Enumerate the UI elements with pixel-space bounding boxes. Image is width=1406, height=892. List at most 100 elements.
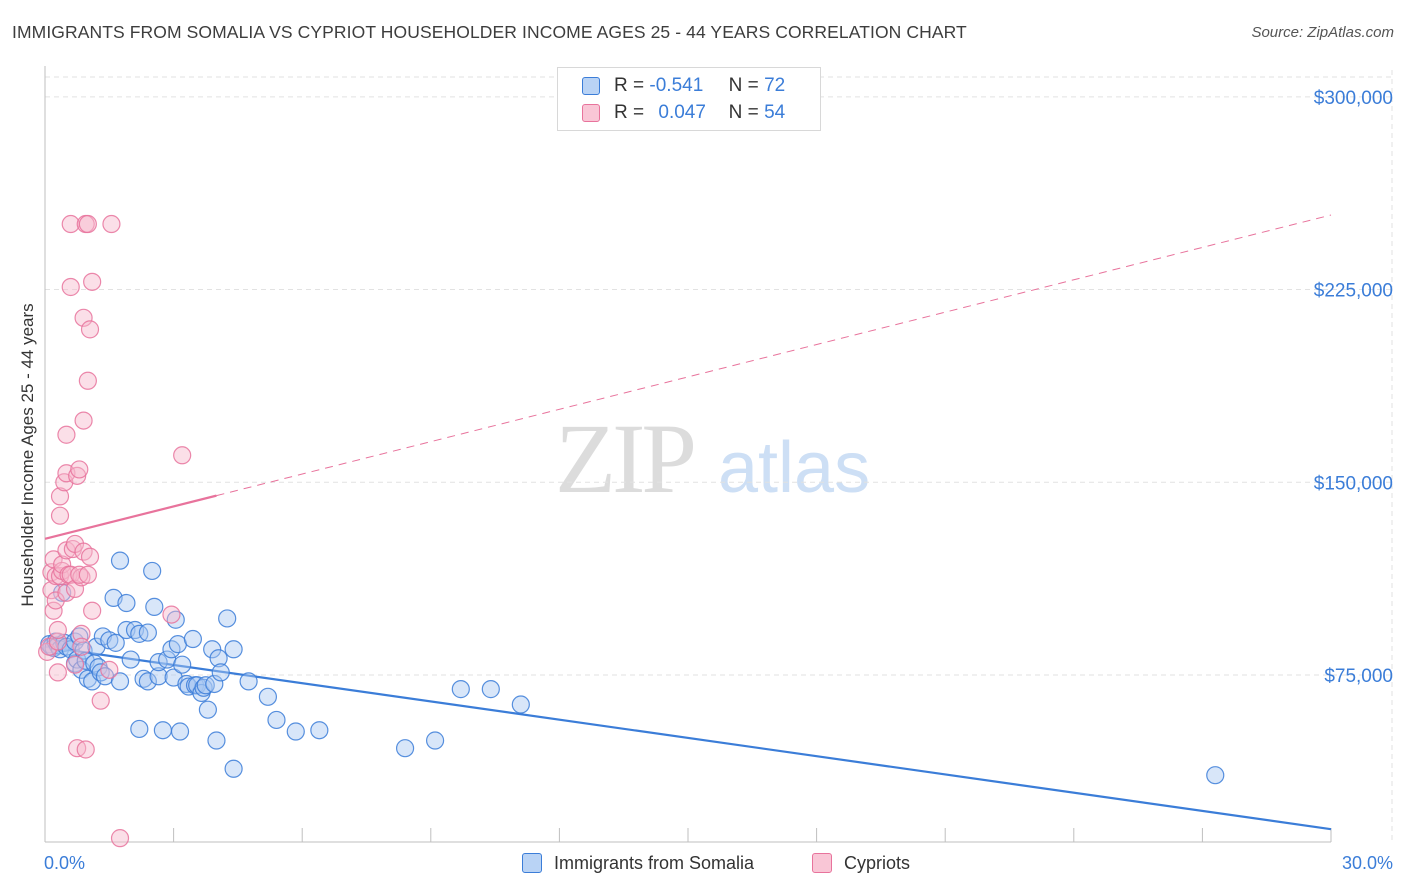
somalia-point bbox=[198, 700, 217, 719]
y-tick-label: $225,000 bbox=[1314, 281, 1393, 302]
somalia-point bbox=[153, 721, 172, 740]
cypriot-point bbox=[162, 605, 181, 624]
cypriot-point bbox=[74, 411, 93, 430]
cypriot-point bbox=[65, 579, 85, 599]
somalia-point bbox=[451, 680, 470, 699]
y-tick-label: $300,000 bbox=[1314, 88, 1393, 109]
legend-label-somalia: Immigrants from Somalia bbox=[554, 852, 755, 873]
cypriot-point bbox=[61, 277, 80, 297]
somalia-point bbox=[209, 649, 228, 668]
y-tick-label: $150,000 bbox=[1314, 473, 1393, 494]
legend-r-value-somalia: -0.541 bbox=[649, 75, 704, 96]
y-axis-label: Householder Income Ages 25 - 44 years bbox=[18, 303, 37, 607]
x-tick-label: 0.0% bbox=[44, 853, 85, 873]
somalia-point bbox=[138, 623, 157, 642]
cypriot-point bbox=[50, 506, 70, 525]
cypriot-point bbox=[76, 740, 95, 759]
somalia-point bbox=[239, 672, 258, 691]
somalia-point bbox=[170, 722, 190, 741]
cypriot-point bbox=[173, 446, 192, 465]
somalia-point bbox=[110, 551, 130, 570]
somalia-point bbox=[149, 667, 168, 686]
watermark-atlas: atlas bbox=[718, 428, 870, 508]
cypriot-trend-line-dashed bbox=[216, 214, 1332, 497]
cypriot-point bbox=[70, 460, 89, 479]
somalia-point bbox=[211, 663, 230, 682]
legend-n-label: N = bbox=[728, 75, 759, 96]
x-tick-label: 30.0% bbox=[1342, 853, 1393, 873]
somalia-point bbox=[143, 561, 162, 581]
source-label: Source: ZipAtlas.com bbox=[1251, 24, 1394, 41]
somalia-point bbox=[138, 672, 157, 691]
cypriots-swatch bbox=[582, 104, 600, 122]
cypriot-point bbox=[48, 663, 67, 682]
cypriot-point bbox=[110, 829, 130, 848]
somalia-point bbox=[121, 650, 140, 669]
cypriot-point bbox=[80, 547, 100, 566]
legend-n-value-cypriots: 54 bbox=[764, 102, 786, 123]
somalia-point bbox=[224, 640, 243, 659]
correlation-legend: R = -0.541 N = 72 R = 0.047 N = 54 bbox=[557, 67, 821, 131]
legend-item-somalia[interactable]: Immigrants from Somalia bbox=[522, 852, 754, 874]
legend-row-cypriots: R = 0.047 N = 54 bbox=[582, 102, 785, 126]
y-tick-label: $75,000 bbox=[1324, 666, 1393, 687]
somalia-point bbox=[194, 678, 213, 697]
somalia-point bbox=[207, 731, 226, 750]
somalia-point bbox=[218, 609, 237, 628]
cypriot-point bbox=[83, 272, 102, 291]
somalia-point bbox=[267, 710, 286, 730]
cypriot-point bbox=[48, 620, 67, 640]
cypriot-point bbox=[57, 425, 76, 444]
cypriot-point bbox=[83, 601, 102, 620]
somalia-point bbox=[117, 593, 136, 613]
somalia-point bbox=[110, 672, 130, 691]
cypriot-point bbox=[78, 214, 97, 234]
cypriot-point bbox=[72, 624, 91, 643]
somalia-point bbox=[1206, 766, 1225, 785]
somalia-point bbox=[173, 655, 192, 674]
somalia-swatch bbox=[582, 77, 600, 95]
somalia-point bbox=[203, 640, 222, 659]
legend-r-value-cypriots: 0.047 bbox=[658, 102, 706, 123]
legend-n-label: N = bbox=[728, 102, 759, 123]
cypriot-point bbox=[42, 581, 61, 600]
somalia-point bbox=[183, 629, 202, 649]
somalia-point bbox=[130, 719, 149, 739]
cypriot-point bbox=[65, 655, 85, 674]
somalia-point bbox=[145, 597, 164, 616]
somalia-point bbox=[481, 680, 500, 699]
legend-row-somalia: R = -0.541 N = 72 bbox=[582, 75, 785, 99]
watermark-zip: ZIP bbox=[555, 403, 693, 514]
chart-title: IMMIGRANTS FROM SOMALIA VS CYPRIOT HOUSE… bbox=[12, 22, 967, 42]
legend-label-cypriots: Cypriots bbox=[844, 852, 911, 873]
cypriot-trend-line-solid bbox=[44, 494, 217, 540]
somalia-point bbox=[205, 674, 224, 694]
cypriot-point bbox=[80, 320, 100, 339]
cypriot-point bbox=[72, 637, 91, 656]
cypriot-point bbox=[57, 583, 76, 602]
somalia-point bbox=[258, 687, 278, 706]
legend-r-label: R = bbox=[614, 102, 645, 123]
somalia-point bbox=[286, 722, 305, 741]
somalia-point bbox=[425, 731, 445, 750]
cypriot-point bbox=[50, 487, 70, 506]
somalia-point bbox=[310, 721, 329, 740]
cypriot-point bbox=[40, 637, 59, 656]
cypriot-point bbox=[74, 308, 93, 327]
cypriot-point bbox=[91, 691, 110, 710]
somalia-point bbox=[224, 759, 243, 778]
somalia-point bbox=[106, 633, 125, 652]
cypriot-point bbox=[78, 565, 97, 584]
cypriot-point bbox=[102, 214, 121, 234]
legend-item-cypriots[interactable]: Cypriots bbox=[812, 852, 910, 874]
somalia-point bbox=[395, 739, 415, 758]
somalia-swatch bbox=[522, 853, 542, 874]
cypriots-swatch bbox=[812, 853, 832, 874]
cypriot-point bbox=[100, 660, 119, 679]
cypriot-point bbox=[78, 371, 97, 390]
somalia-point bbox=[511, 695, 530, 714]
somalia-trend-line bbox=[44, 645, 1332, 831]
legend-r-label: R = bbox=[614, 75, 645, 96]
legend-n-value-somalia: 72 bbox=[764, 75, 786, 96]
